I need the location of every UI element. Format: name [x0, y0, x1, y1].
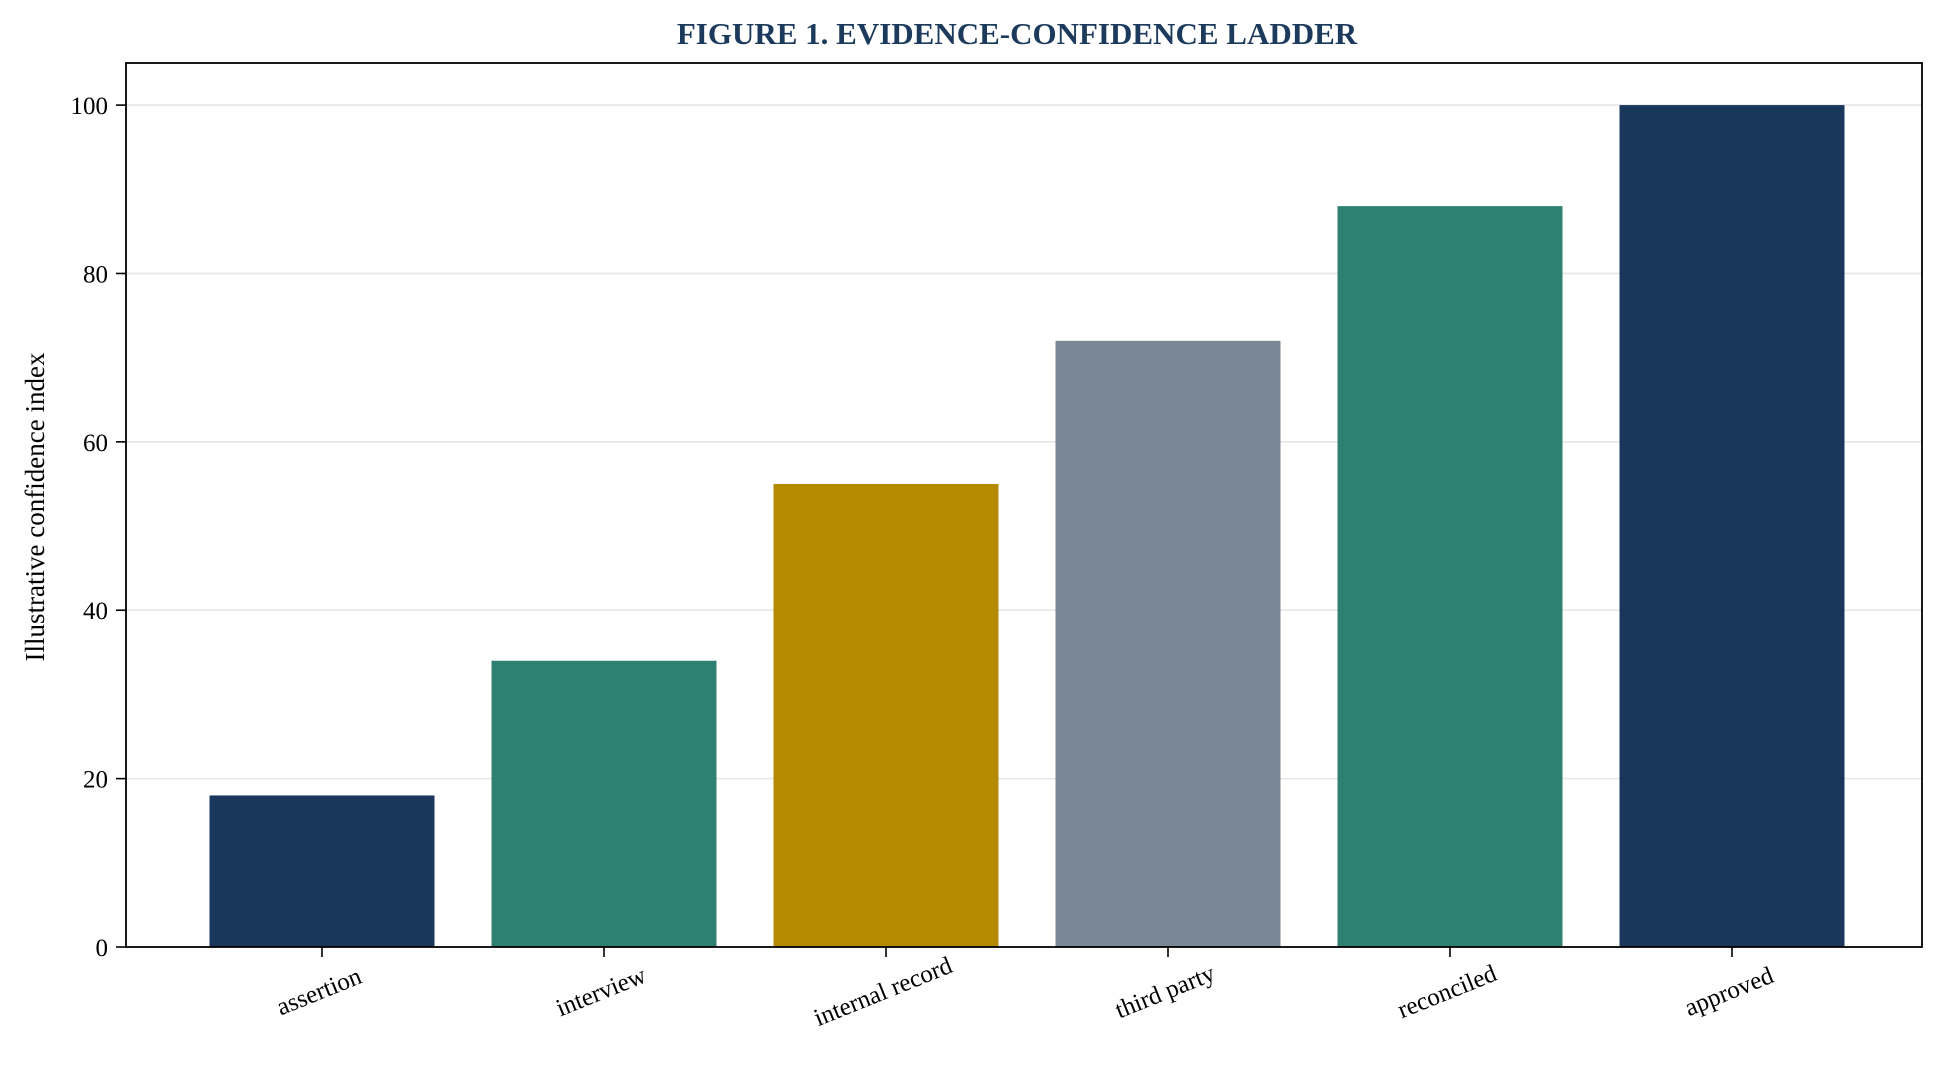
bars [209, 105, 1845, 948]
x-tick-label: reconciled [1394, 960, 1501, 1024]
x-tick-label: internal record [810, 952, 956, 1032]
bar-interview [491, 660, 717, 947]
y-tick-label: 20 [83, 767, 108, 794]
y-tick-label: 100 [71, 93, 109, 120]
bar-approved [1619, 105, 1845, 948]
bar-reconciled [1337, 206, 1563, 948]
x-tick-label: third party [1112, 960, 1220, 1024]
bar-third-party [1055, 340, 1281, 947]
y-axis-label: Illustrative confidence index [20, 352, 50, 661]
x-tick-label: interview [552, 962, 650, 1022]
x-tick-label: assertion [273, 963, 366, 1022]
y-tick-label: 60 [83, 430, 108, 457]
y-tick-label: 80 [83, 261, 108, 288]
bar-internal-record [773, 483, 999, 947]
axes [116, 62, 1923, 957]
bar-assertion [209, 795, 435, 947]
y-tick-label: 40 [83, 598, 108, 625]
y-tick-label: 0 [96, 935, 109, 962]
x-tick-label: approved [1681, 962, 1778, 1022]
chart-title: FIGURE 1. EVIDENCE-CONFIDENCE LADDER [677, 16, 1358, 51]
plot-frame [125, 62, 1923, 948]
